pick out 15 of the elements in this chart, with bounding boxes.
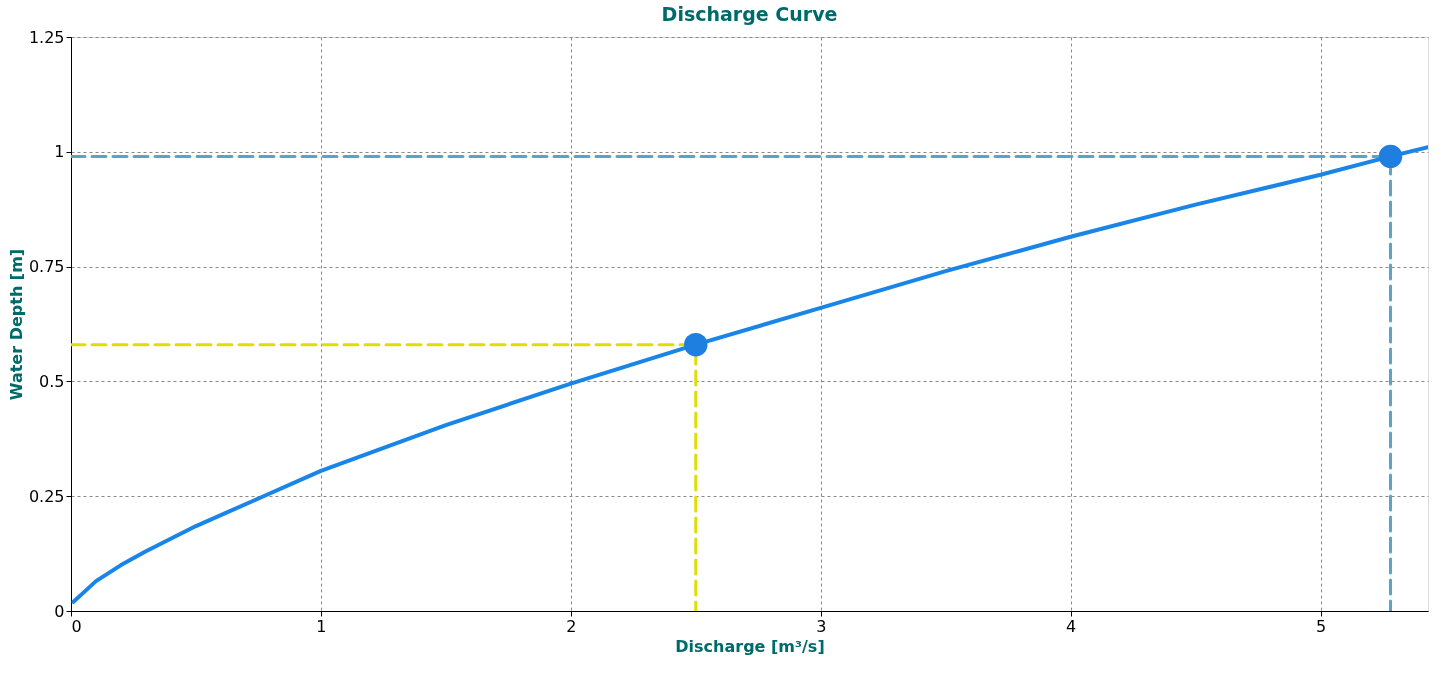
y-tick-label: 0.25 [28,486,65,506]
x-tick-label: 4 [1066,616,1077,636]
y-tick-label: 0.5 [39,371,65,391]
x-axis-title: Discharge [m³/s] [675,636,825,656]
x-tick-label: 0 [71,616,82,636]
y-tick-label: 0 [54,601,65,621]
x-tick-label: 1 [316,616,327,636]
x-tick-label: 5 [1315,616,1327,636]
y-tick-label: 1.25 [28,27,65,47]
x-tick-label: 3 [816,616,827,636]
y-axis-title: Water Depth [m] [6,248,26,401]
y-tick-label: 1 [54,142,65,162]
x-tick-label: 2 [566,616,577,636]
chart-title: Discharge Curve [661,3,838,25]
y-tick-label: 0.75 [28,257,65,277]
